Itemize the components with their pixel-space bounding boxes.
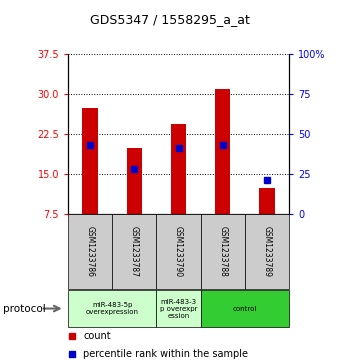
Text: GSM1233787: GSM1233787 xyxy=(130,226,139,277)
Text: percentile rank within the sample: percentile rank within the sample xyxy=(84,349,249,359)
Text: miR-483-3
p overexpr
ession: miR-483-3 p overexpr ession xyxy=(160,298,197,319)
Text: GSM1233790: GSM1233790 xyxy=(174,226,183,277)
Bar xyxy=(112,214,156,289)
Bar xyxy=(215,89,231,214)
Bar xyxy=(171,124,186,214)
Text: GSM1233788: GSM1233788 xyxy=(218,226,227,277)
Bar xyxy=(82,108,98,214)
Bar xyxy=(68,290,156,327)
Text: control: control xyxy=(233,306,257,311)
Text: count: count xyxy=(84,331,111,341)
Text: GSM1233786: GSM1233786 xyxy=(86,226,95,277)
Bar xyxy=(68,214,112,289)
Bar xyxy=(156,290,201,327)
Bar xyxy=(245,214,289,289)
Bar xyxy=(201,214,245,289)
Text: miR-483-5p
overexpression: miR-483-5p overexpression xyxy=(86,302,139,315)
Text: protocol: protocol xyxy=(3,303,46,314)
Bar xyxy=(201,290,289,327)
Text: GDS5347 / 1558295_a_at: GDS5347 / 1558295_a_at xyxy=(90,13,250,26)
Text: GSM1233789: GSM1233789 xyxy=(262,226,271,277)
Bar xyxy=(156,214,201,289)
Bar xyxy=(259,188,275,214)
Bar xyxy=(126,148,142,214)
